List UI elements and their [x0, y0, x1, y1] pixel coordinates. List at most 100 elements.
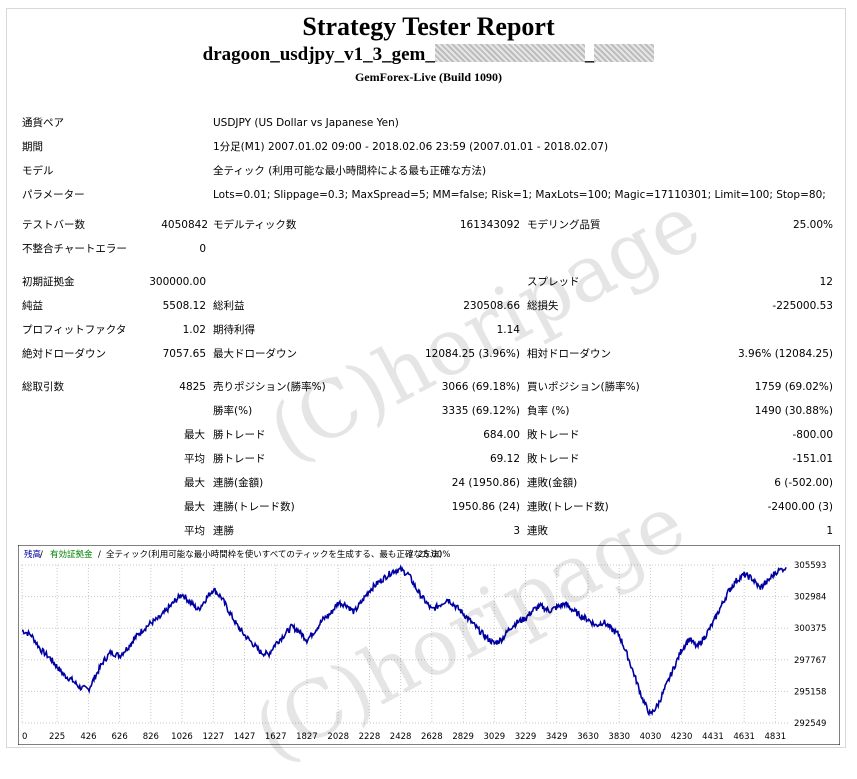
- max-consec-win-value: 24 (1950.86): [451, 477, 520, 489]
- spread-value: 12: [819, 276, 833, 288]
- bars-value: 4050842: [161, 219, 208, 231]
- model-label: モデル: [22, 165, 54, 177]
- report-title: Strategy Tester Report: [302, 12, 555, 41]
- max-consec-loss-count-label: 連敗(トレード数): [527, 501, 609, 513]
- pf-value: 1.02: [182, 324, 206, 336]
- server-build: GemForex-Live (Build 1090): [354, 70, 503, 84]
- largest-win-value: 684.00: [483, 429, 520, 441]
- balance-line: [22, 564, 787, 717]
- y-tick-label: 295158: [794, 687, 826, 697]
- max-consec-profit-value: 1950.86 (24): [451, 501, 520, 513]
- x-tick-label: 2829: [452, 732, 474, 742]
- max-dd-value: 12084.25 (3.96%): [425, 348, 520, 360]
- win-rate-value: 3335 (69.12%): [441, 405, 520, 417]
- largest-loss-label: 敗トレード: [527, 429, 580, 441]
- x-tick-label: 426: [80, 732, 96, 742]
- mismatch-value: 0: [199, 243, 206, 255]
- x-tick-label: 4831: [765, 732, 787, 742]
- y-tick-label: 292549: [794, 719, 826, 729]
- x-tick-label: 4631: [733, 732, 755, 742]
- quality-value: 25.00%: [792, 219, 833, 231]
- abs-dd-value: 7057.65: [162, 348, 206, 360]
- avg-consec-win-label: 連勝: [213, 525, 234, 537]
- bars-label: テストバー数: [22, 219, 85, 231]
- svg-text:/: /: [98, 550, 101, 560]
- legend-model: 全ティック(利用可能な最小時間枠を使いすべてのティックを生成する、最も正確な方法…: [106, 549, 442, 560]
- max-dd-label: 最大ドローダウン: [213, 348, 297, 360]
- x-tick-label: 4431: [702, 732, 724, 742]
- period-label: 期間: [22, 141, 43, 153]
- gross-profit-label: 総利益: [213, 300, 245, 312]
- avg-consec-loss-label: 連敗: [527, 525, 548, 537]
- redacted-block-2: [594, 44, 655, 62]
- x-tick-label: 0: [22, 732, 27, 742]
- svg-text:/: /: [40, 550, 43, 560]
- ea-name-text: dragoon_usdjpy_v1_3_gem_: [202, 44, 435, 65]
- legend-quality: 25.00%: [418, 550, 450, 560]
- chart-grid: [21, 564, 790, 724]
- loss-rate-label: 負率 (%): [527, 405, 570, 417]
- symbol-label: 通貨ペア: [22, 117, 64, 129]
- ticks-label: モデルティック数: [213, 219, 297, 231]
- mismatch-label: 不整合チャートエラー: [22, 243, 127, 255]
- x-tick-label: 626: [112, 732, 128, 742]
- avg-prefix-1: 平均: [184, 453, 205, 465]
- ea-name: dragoon_usdjpy_v1_3_gem_ _: [0, 44, 857, 66]
- x-tick-label: 2628: [421, 732, 443, 742]
- balance-chart: 残高 / 有効証拠金 / 全ティック(利用可能な最小時間枠を使いすべてのティック…: [18, 545, 840, 745]
- trades-label: 総取引数: [22, 381, 64, 393]
- model-value: 全ティック (利用可能な最小時間枠による最も正確な方法): [213, 165, 487, 177]
- x-tick-label: 3229: [515, 732, 537, 742]
- expected-value: 1.14: [496, 324, 520, 336]
- avg-win-value: 69.12: [489, 453, 520, 465]
- y-tick-label: 297767: [794, 656, 826, 666]
- trades-value: 4825: [179, 381, 206, 393]
- max-consec-win-label: 連勝(金額): [213, 477, 264, 489]
- deposit-value: 300000.00: [149, 276, 206, 288]
- legend-equity: 有効証拠金: [50, 549, 93, 560]
- abs-dd-label: 絶対ドローダウン: [22, 348, 106, 360]
- period-value: 1分足(M1) 2007.01.02 09:00 - 2018.02.06 23…: [213, 141, 609, 153]
- x-tick-label: 3029: [484, 732, 506, 742]
- legend-balance: 残高: [24, 549, 41, 560]
- avg-consec-win-value: 3: [513, 525, 520, 537]
- gross-loss-label: 総損失: [527, 300, 559, 312]
- redacted-block: [434, 44, 585, 62]
- x-tick-label: 4030: [640, 732, 662, 742]
- loss-rate-value: 1490 (30.88%): [754, 405, 833, 417]
- long-label: 買いポジション(勝率%): [527, 381, 640, 393]
- x-tick-label: 1627: [265, 732, 287, 742]
- win-rate-label: 勝率(%): [213, 405, 253, 417]
- gross-loss-value: -225000.53: [772, 300, 833, 312]
- max-prefix-3: 最大: [184, 501, 205, 513]
- params-label: パラメーター: [22, 189, 85, 201]
- max-consec-loss-label: 連敗(金額): [527, 477, 578, 489]
- x-tick-label: 3429: [546, 732, 568, 742]
- x-tick-label: 3630: [577, 732, 599, 742]
- rel-dd-value: 3.96% (12084.25): [738, 348, 833, 360]
- report-frame: [6, 8, 846, 748]
- rel-dd-label: 相対ドローダウン: [527, 348, 611, 360]
- y-tick-label: 302984: [794, 593, 826, 603]
- max-consec-loss-count-value: -2400.00 (3): [767, 501, 833, 513]
- y-tick-label: 305593: [794, 561, 826, 571]
- ea-name-suffix: _: [584, 44, 595, 65]
- avg-win-label: 勝トレード: [213, 453, 266, 465]
- x-tick-label: 1026: [171, 732, 193, 742]
- x-tick-label: 826: [143, 732, 159, 742]
- net-value: 5508.12: [162, 300, 206, 312]
- x-tick-label: 225: [49, 732, 65, 742]
- symbol-value: USDJPY (US Dollar vs Japanese Yen): [213, 117, 399, 129]
- x-tick-label: 1427: [234, 732, 256, 742]
- svg-text:/: /: [410, 550, 413, 560]
- x-tick-label: 3830: [608, 732, 630, 742]
- ticks-value: 161343092: [459, 219, 520, 231]
- largest-loss-value: -800.00: [792, 429, 833, 441]
- spread-label: スプレッド: [527, 276, 580, 288]
- x-tick-label: 2428: [390, 732, 412, 742]
- expected-label: 期待利得: [213, 324, 255, 336]
- quality-label: モデリング品質: [527, 219, 601, 231]
- avg-loss-label: 敗トレード: [527, 453, 580, 465]
- avg-consec-loss-value: 1: [826, 525, 833, 537]
- net-label: 純益: [22, 300, 43, 312]
